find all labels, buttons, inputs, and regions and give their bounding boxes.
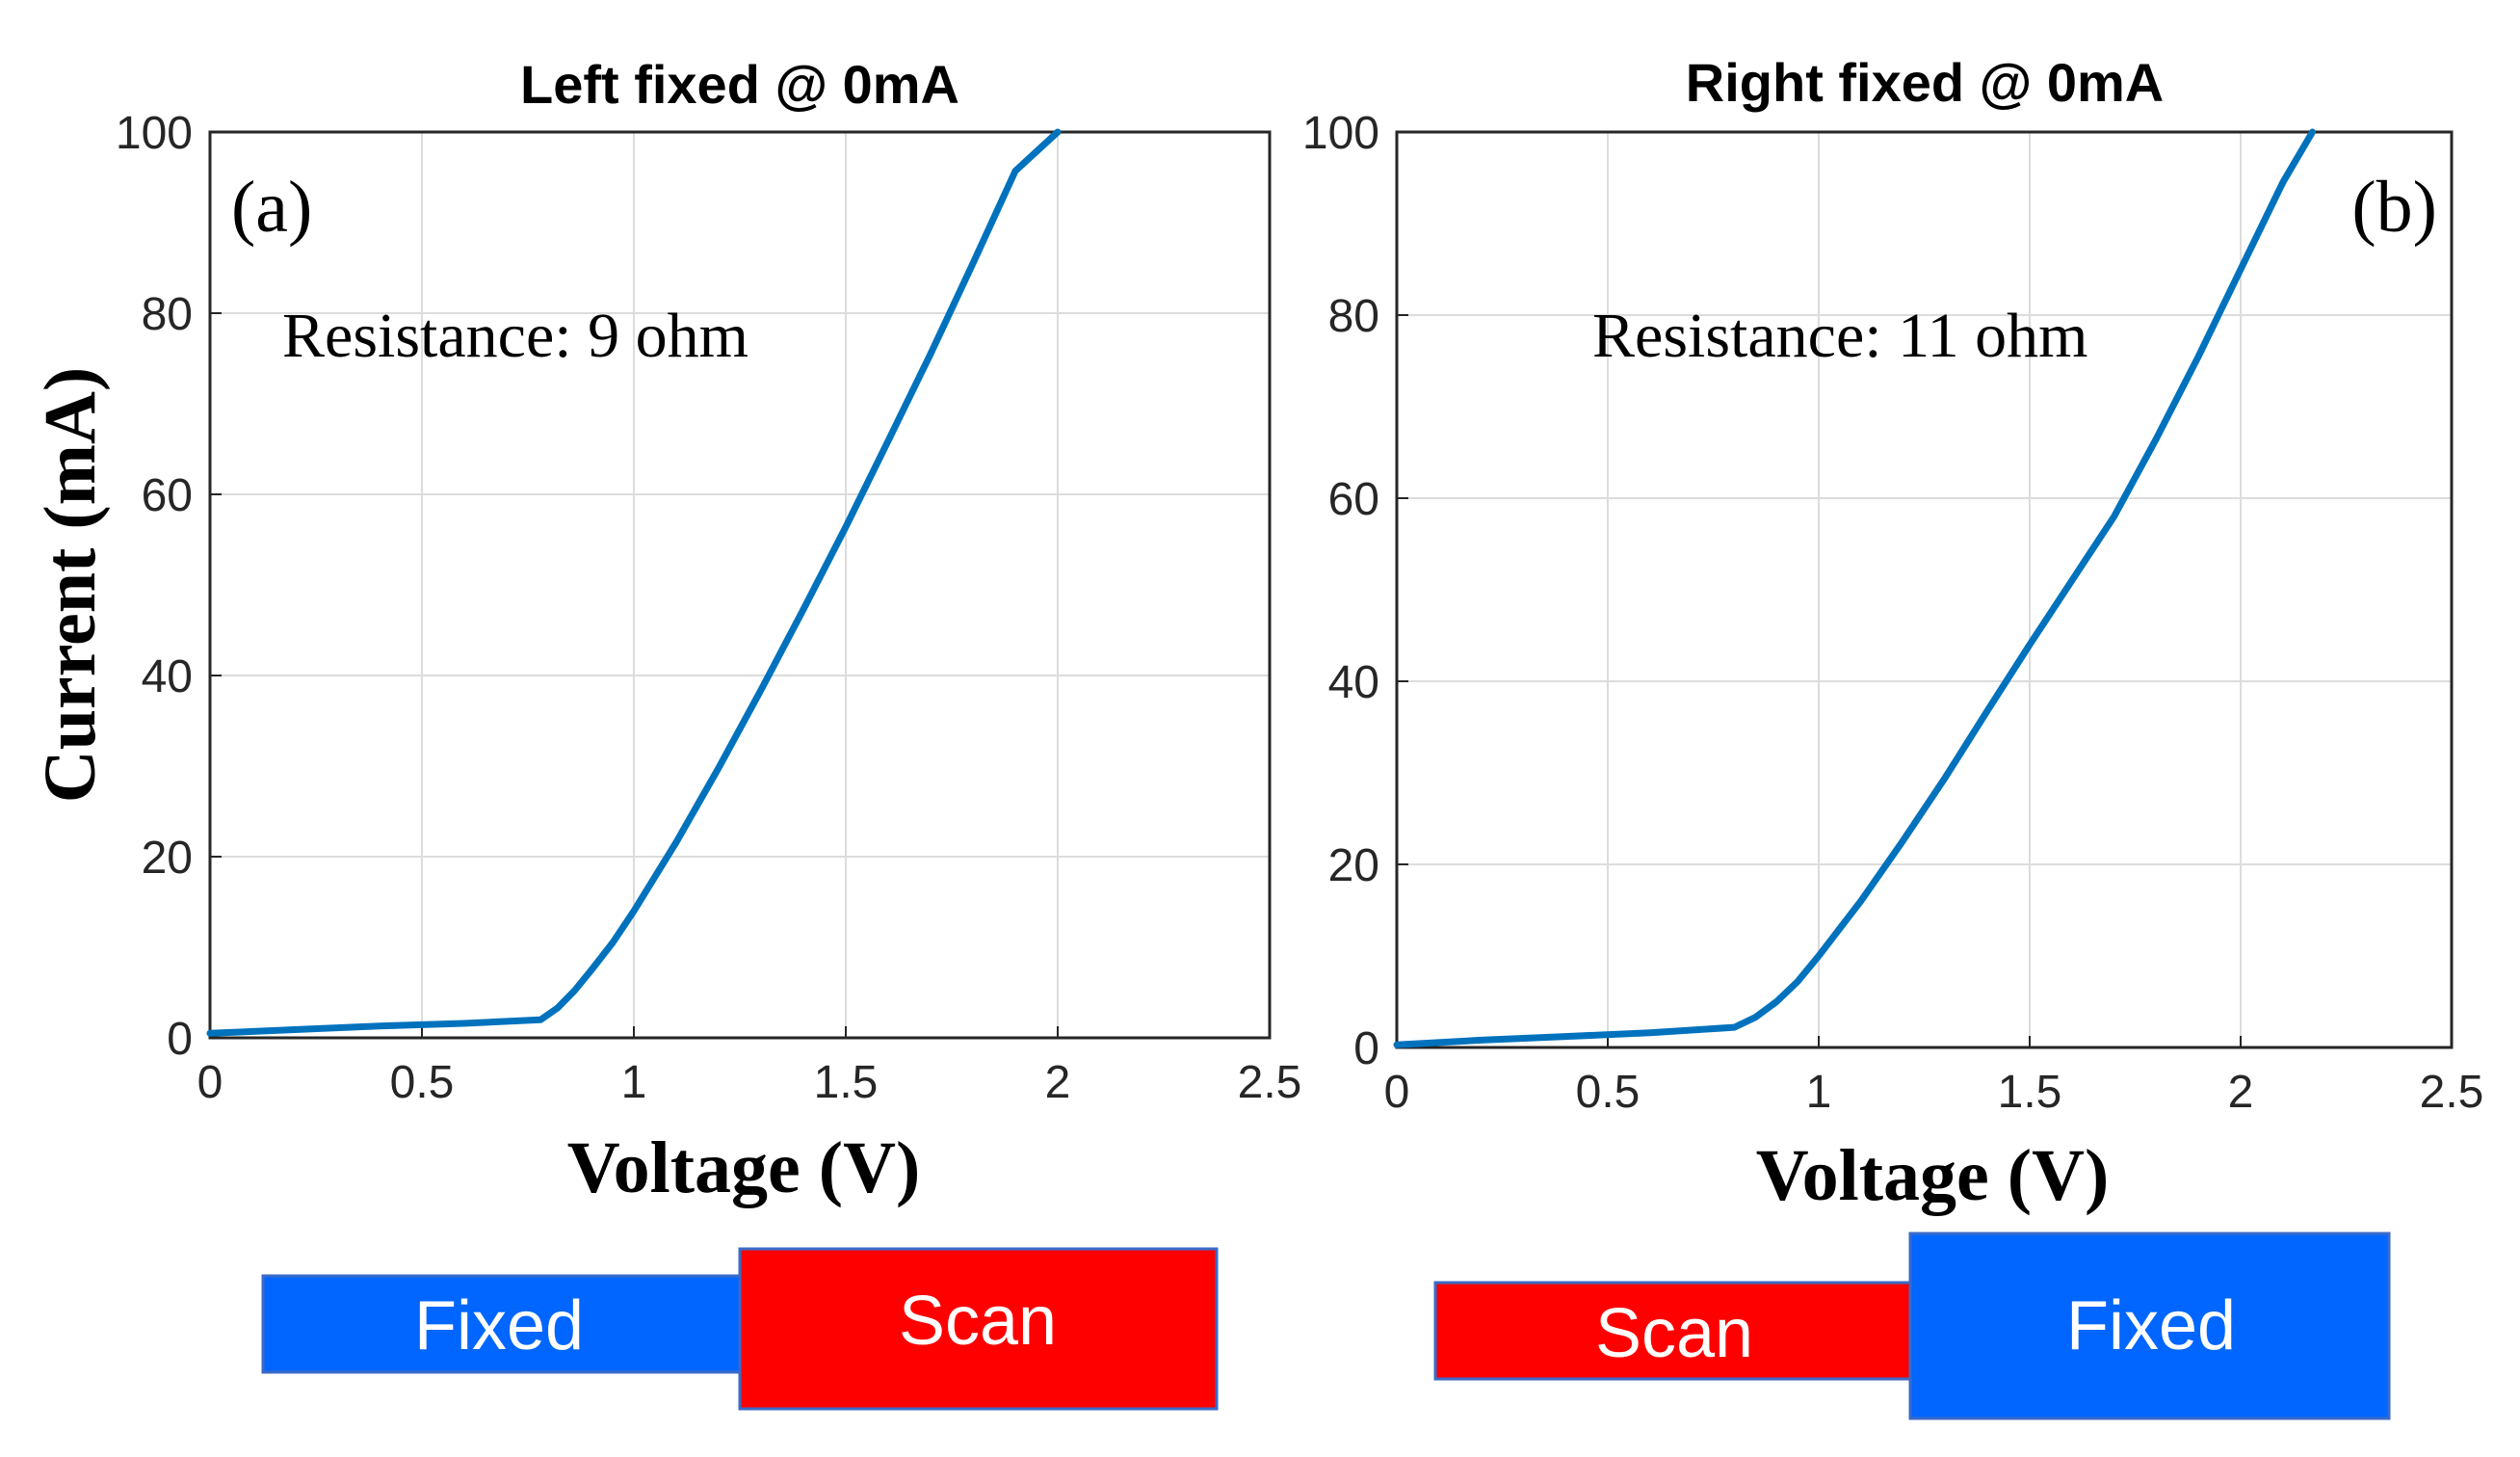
x-tick-label: 2.5 — [1238, 1057, 1302, 1108]
x-tick-label: 2.5 — [2420, 1067, 2484, 1118]
x-tick-label: 0 — [1384, 1067, 1410, 1118]
y-tick-label: 40 — [142, 651, 193, 702]
plot-frame-a — [208, 130, 1272, 1040]
annotation-resistance-b: Resistance: 11 ohm — [1592, 301, 2087, 371]
fixed-box-label-b: Fixed — [2066, 1287, 2236, 1364]
fixed-box-a — [261, 1274, 751, 1374]
series-a — [206, 128, 1062, 1037]
scan-box-a — [738, 1247, 1219, 1411]
plot-frame-b — [1395, 130, 2454, 1049]
y-tick-label: 60 — [1328, 474, 1379, 525]
grid-a — [209, 131, 1271, 1039]
tick-labels-b: 0 0.5 1 1.5 2 2.5 0 20 40 60 80 100 — [1302, 108, 2483, 1118]
tick-labels-a: 0 0.5 1 1.5 2 2.5 0 20 40 60 80 100 — [116, 108, 1301, 1108]
series-b — [1393, 128, 2316, 1048]
x-tick-label: 1.5 — [814, 1057, 879, 1108]
x-tick-label: 1.5 — [1998, 1067, 2062, 1118]
y-tick-label: 80 — [142, 289, 193, 340]
x-axis-label-b: Voltage (V) — [1756, 1135, 2110, 1216]
y-tick-label: 0 — [167, 1014, 193, 1065]
chart-title-b: Right fixed @ 0mA — [1686, 52, 2164, 113]
scan-box-b — [1433, 1281, 1919, 1381]
y-tick-label: 100 — [116, 108, 193, 159]
x-tick-label: 0.5 — [1576, 1067, 1641, 1118]
series-line — [206, 128, 1062, 1037]
chart-panel-a: 0 0.5 1 1.5 2 2.5 0 20 40 60 80 100 Left fixed @ 0m… — [30, 54, 1301, 1411]
y-axis-label: Current (mA) — [30, 367, 111, 803]
x-axis-label-a: Voltage (V) — [567, 1127, 921, 1208]
panel-label-a: (a) — [231, 167, 312, 248]
x-tick-label: 1 — [1806, 1067, 1832, 1118]
y-tick-label: 40 — [1328, 657, 1379, 708]
panel-label-b: (b) — [2351, 167, 2437, 248]
series-line — [1393, 128, 2316, 1048]
fixed-box-b — [1908, 1232, 2391, 1420]
annotation-resistance-a: Resistance: 9 ohm — [282, 301, 748, 371]
y-tick-label: 20 — [142, 833, 193, 884]
scan-box-label-a: Scan — [899, 1283, 1057, 1360]
y-tick-label: 0 — [1353, 1023, 1379, 1074]
grid-b — [1396, 131, 2453, 1048]
scan-box-label-b: Scan — [1595, 1295, 1753, 1372]
chart-title-a: Left fixed @ 0mA — [520, 54, 959, 115]
x-tick-label: 1 — [621, 1057, 647, 1108]
y-tick-label: 100 — [1302, 108, 1379, 159]
x-tick-label: 0.5 — [390, 1057, 455, 1108]
y-tick-label: 60 — [142, 470, 193, 521]
x-tick-label: 2 — [2228, 1067, 2254, 1118]
x-tick-label: 2 — [1045, 1057, 1071, 1108]
chart-panel-b: 0 0.5 1 1.5 2 2.5 0 20 40 60 80 100 Right fixed @ 0… — [1302, 52, 2483, 1420]
fixed-box-label-a: Fixed — [414, 1287, 584, 1364]
x-tick-label: 0 — [197, 1057, 223, 1108]
y-tick-label: 20 — [1328, 840, 1379, 891]
y-tick-label: 80 — [1328, 291, 1379, 342]
